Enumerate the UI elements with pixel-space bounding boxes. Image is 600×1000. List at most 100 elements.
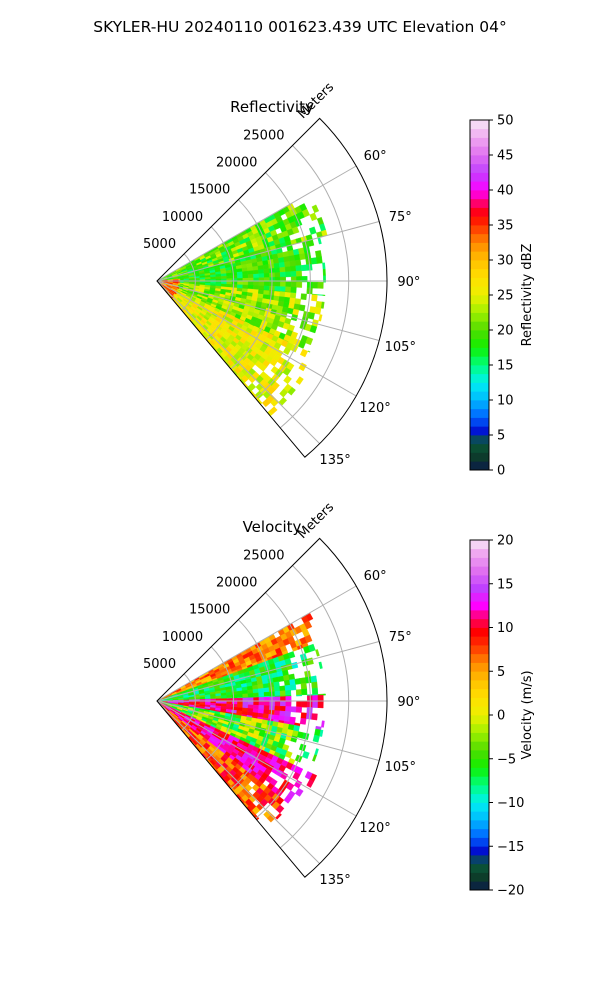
radial-tick-label: 10000 — [162, 210, 203, 225]
radar-cell — [242, 281, 249, 286]
colorbar-segment — [470, 636, 489, 646]
colorbar-segment — [470, 286, 489, 296]
colorbar-segment — [470, 251, 489, 261]
colorbar-segment — [470, 400, 489, 410]
radar-cell — [257, 265, 264, 271]
radar-cell — [289, 684, 297, 691]
radar-cell — [220, 695, 227, 699]
radar-cell — [263, 272, 270, 278]
radar-cell — [304, 634, 313, 644]
colorbar-segment — [470, 575, 489, 585]
radar-cell — [242, 270, 249, 276]
colorbar-segment — [470, 260, 489, 270]
colorbar-segment — [470, 548, 489, 558]
radar-cell — [247, 689, 254, 694]
colorbar-tick-label: 45 — [497, 149, 514, 164]
colorbar-segment — [470, 172, 489, 182]
colorbar-tick-label: 40 — [497, 184, 514, 199]
radial-tick-label: 5000 — [143, 237, 176, 252]
radar-cell — [296, 281, 303, 288]
radar-cell — [284, 261, 291, 268]
radar-cell — [322, 268, 326, 277]
radar-cell — [242, 701, 249, 706]
radar-cell — [231, 281, 238, 285]
radial-tick-label: 20000 — [216, 156, 257, 171]
colorbar-segment — [470, 338, 489, 348]
colorbar-segment — [470, 872, 489, 882]
azimuth-tick-label: 120° — [359, 401, 390, 416]
azimuth-tick-label: 90° — [397, 695, 420, 710]
radar-cell — [253, 701, 260, 706]
colorbar-segment — [470, 653, 489, 663]
colorbar-tick-label: −20 — [497, 884, 524, 899]
radial-tick-label: 25000 — [243, 129, 284, 144]
radar-cell — [288, 255, 296, 262]
colorbar-segment — [470, 618, 489, 628]
colorbar-tick-label: 10 — [497, 621, 514, 636]
colorbar-segment — [470, 295, 489, 305]
radar-cell — [252, 269, 259, 275]
radar-cell — [289, 292, 297, 299]
radar-cell — [237, 281, 244, 286]
radar-cell — [316, 256, 323, 264]
radar-cell — [258, 701, 265, 706]
radar-cell — [309, 212, 318, 222]
velocity-panel: Velocity 5000 10000 15000 20000 25000 Meters 6… — [143, 500, 535, 899]
colorbar-segment — [470, 198, 489, 208]
sector-frame — [156, 537, 388, 878]
colorbar-segment — [470, 846, 489, 856]
radial-tick-label: 10000 — [162, 630, 203, 645]
radar-cell — [295, 270, 303, 277]
radial-tick-label: 20000 — [216, 576, 257, 591]
radar-cell — [308, 226, 317, 235]
range-ring — [205, 226, 235, 341]
range-ring — [205, 646, 235, 761]
radar-cell — [247, 693, 254, 698]
velocity-grid — [156, 537, 388, 878]
radar-cell — [291, 226, 300, 235]
velocity-colorbar: −20 −15 −10 −5 0 5 10 15 20 Velocity (m/s) — [469, 534, 535, 899]
radar-cell — [283, 679, 291, 686]
radar-cell — [266, 813, 276, 823]
colorbar-segment — [470, 697, 489, 707]
radar-cell — [303, 620, 313, 630]
radar-cell — [215, 695, 222, 699]
radar-cell — [177, 287, 180, 289]
radar-cell — [262, 683, 270, 689]
azimuth-tick-label: 120° — [359, 821, 390, 836]
colorbar-segment — [470, 207, 489, 217]
radar-cell — [274, 272, 281, 278]
colorbar-segment — [470, 723, 489, 733]
colorbar-segment — [470, 461, 489, 471]
radar-cell — [261, 398, 271, 408]
radar-cell — [295, 689, 303, 696]
colorbar-label: Reflectivity dBZ — [520, 244, 535, 347]
colorbar-tick-label: 15 — [497, 359, 514, 374]
colorbar-segment — [470, 811, 489, 821]
colorbar-tick-label: 25 — [497, 289, 514, 304]
radar-cell — [279, 266, 286, 273]
radar-cell — [307, 350, 311, 353]
radar-cell — [253, 704, 260, 710]
colorbar-tick-label: 30 — [497, 254, 514, 269]
radar-cell — [290, 281, 297, 288]
colorbar-segment — [470, 163, 489, 173]
colorbar-segment — [470, 627, 489, 637]
radar-cell — [279, 710, 286, 717]
radar-cell — [263, 705, 270, 711]
radar-cell — [274, 281, 281, 287]
colorbar-segment — [470, 382, 489, 392]
radar-cell — [318, 661, 323, 669]
radar-cell — [242, 704, 249, 709]
sector-frame — [156, 117, 388, 458]
colorbar-segment — [470, 120, 489, 130]
colorbar-segment — [470, 776, 489, 786]
radar-cell — [299, 348, 309, 358]
colorbar-segment — [470, 741, 489, 751]
azimuth-gridline — [156, 585, 357, 702]
colorbar-tick-label: 35 — [497, 219, 514, 234]
radar-cell — [247, 266, 254, 272]
radar-cell — [215, 276, 222, 280]
radar-cell — [302, 750, 310, 759]
